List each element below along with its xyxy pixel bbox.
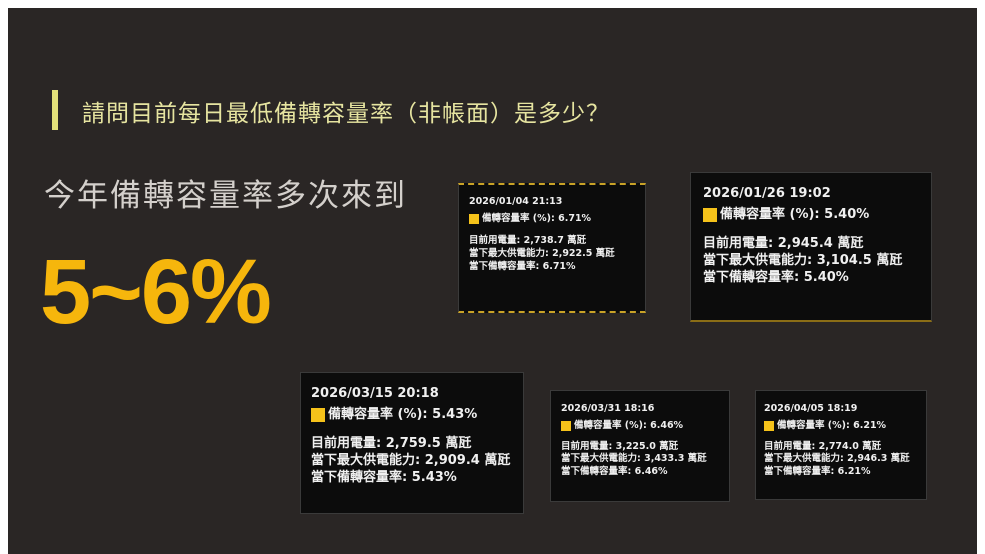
legend-swatch <box>561 420 571 431</box>
legend-swatch <box>469 213 479 224</box>
tooltip-card: 2026/01/26 19:02 備轉容量率 (%): 5.40% 目前用電量: 2… <box>690 172 932 322</box>
subheading: 今年備轉容量率多次來到 <box>44 178 407 214</box>
tooltip-card: 2026/03/15 20:18 備轉容量率 (%): 5.43% 目前用電量: 2… <box>300 372 524 514</box>
spacer <box>561 432 719 441</box>
spacer <box>469 225 635 234</box>
spacer <box>311 423 513 435</box>
legend-label: 備轉容量率 (%): 5.40% <box>720 207 870 222</box>
timestamp: 2026/03/31 18:16 <box>561 403 655 414</box>
spacer <box>764 432 918 441</box>
info-line: 當下備轉容量率: 6.21% <box>764 465 871 477</box>
tooltip-card: 2026/03/31 18:16 備轉容量率 (%): 6.46% 目前用電量: 3… <box>550 390 730 502</box>
info-line: 當下最大供電能力: 3,433.3 萬瓩 <box>561 453 707 465</box>
legend-swatch <box>311 407 325 422</box>
legend-swatch <box>703 207 717 222</box>
legend-row: 備轉容量率 (%): 5.43% <box>311 406 513 423</box>
info-line: 目前用電量: 2,774.0 萬瓩 <box>764 440 882 452</box>
legend-label: 備轉容量率 (%): 5.43% <box>328 407 478 422</box>
info-line: 目前用電量: 2,945.4 萬瓩 <box>703 235 864 251</box>
legend-label: 備轉容量率 (%): 6.21% <box>777 419 887 431</box>
slide: 請問目前每日最低備轉容量率（非帳面）是多少？ 今年備轉容量率多次來到 5~6% … <box>8 8 977 554</box>
info-line: 當下備轉容量率: 5.43% <box>311 469 457 485</box>
legend-swatch <box>764 420 774 431</box>
info-line: 目前用電量: 2,759.5 萬瓩 <box>311 435 472 451</box>
legend-row: 備轉容量率 (%): 5.40% <box>703 206 919 223</box>
timestamp: 2026/01/04 21:13 <box>469 196 563 207</box>
info-line: 當下備轉容量率: 5.40% <box>703 269 849 285</box>
info-line: 當下最大供電能力: 3,104.5 萬瓩 <box>703 252 903 268</box>
info-line: 當下備轉容量率: 6.71% <box>469 260 576 272</box>
legend-row: 備轉容量率 (%): 6.46% <box>561 420 719 433</box>
info-line: 目前用電量: 3,225.0 萬瓩 <box>561 440 679 452</box>
legend-row: 備轉容量率 (%): 6.21% <box>764 420 918 433</box>
info-line: 當下最大供電能力: 2,946.3 萬瓩 <box>764 453 910 465</box>
timestamp: 2026/04/05 18:19 <box>764 403 858 414</box>
heading: 請問目前每日最低備轉容量率（非帳面）是多少？ <box>82 101 610 127</box>
info-line: 目前用電量: 2,738.7 萬瓩 <box>469 234 587 246</box>
info-line: 當下最大供電能力: 2,909.4 萬瓩 <box>311 452 511 468</box>
legend-label: 備轉容量率 (%): 6.46% <box>574 419 684 431</box>
legend-label: 備轉容量率 (%): 6.71% <box>482 213 592 224</box>
timestamp: 2026/01/26 19:02 <box>703 186 831 201</box>
tooltip-card: 2026/04/05 18:19 備轉容量率 (%): 6.21% 目前用電量: 2… <box>755 390 927 500</box>
highlight: 5~6% <box>40 241 272 343</box>
accent-bar <box>52 90 58 130</box>
legend-row: 備轉容量率 (%): 6.71% <box>469 212 635 225</box>
tooltip-card: 2026/01/04 21:13 備轉容量率 (%): 6.71% 目前用電量: 2… <box>458 183 646 313</box>
timestamp: 2026/03/15 20:18 <box>311 386 439 401</box>
spacer <box>703 223 919 235</box>
info-line: 當下備轉容量率: 6.46% <box>561 465 668 477</box>
info-line: 當下最大供電能力: 2,922.5 萬瓩 <box>469 247 615 259</box>
